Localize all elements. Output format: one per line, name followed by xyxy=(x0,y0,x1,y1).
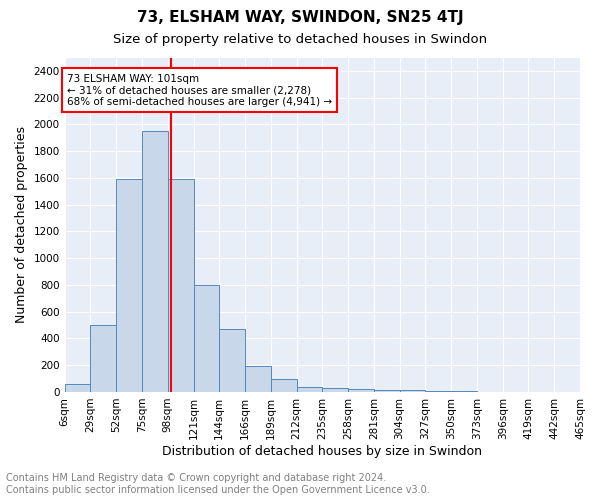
Bar xyxy=(193,285,219,392)
Bar xyxy=(116,179,142,392)
Y-axis label: Number of detached properties: Number of detached properties xyxy=(15,126,28,323)
Text: 73, ELSHAM WAY, SWINDON, SN25 4TJ: 73, ELSHAM WAY, SWINDON, SN25 4TJ xyxy=(137,10,463,25)
Bar xyxy=(271,379,296,392)
Bar xyxy=(168,179,193,392)
Bar xyxy=(296,387,322,392)
Bar xyxy=(425,391,451,392)
Text: Contains HM Land Registry data © Crown copyright and database right 2024.
Contai: Contains HM Land Registry data © Crown c… xyxy=(6,474,430,495)
Text: 73 ELSHAM WAY: 101sqm
← 31% of detached houses are smaller (2,278)
68% of semi-d: 73 ELSHAM WAY: 101sqm ← 31% of detached … xyxy=(67,74,332,107)
Bar xyxy=(348,389,374,392)
Bar xyxy=(400,390,425,392)
Bar xyxy=(245,366,271,392)
X-axis label: Distribution of detached houses by size in Swindon: Distribution of detached houses by size … xyxy=(163,444,482,458)
Bar xyxy=(91,325,116,392)
Bar xyxy=(322,388,348,392)
Text: Size of property relative to detached houses in Swindon: Size of property relative to detached ho… xyxy=(113,32,487,46)
Bar xyxy=(142,131,168,392)
Bar xyxy=(374,390,400,392)
Bar xyxy=(65,384,91,392)
Bar xyxy=(219,329,245,392)
